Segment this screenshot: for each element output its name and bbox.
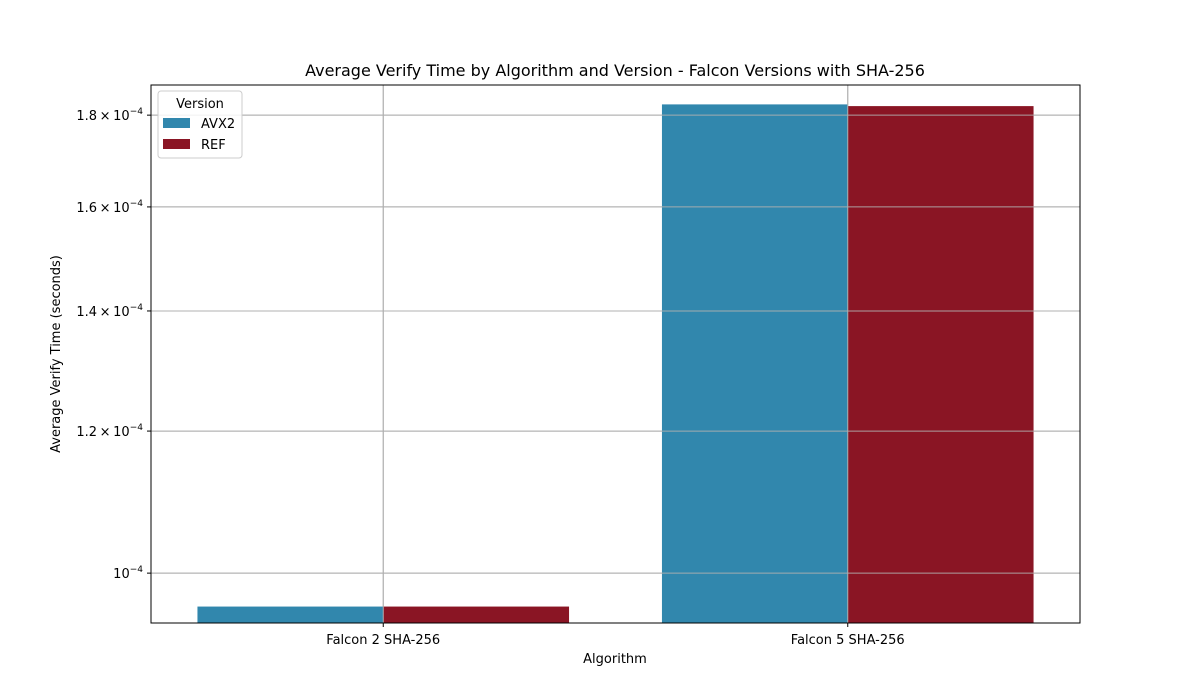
y-tick-label: 1.2 × 10−4 (76, 423, 143, 440)
x-axis-label: Algorithm (583, 652, 647, 667)
legend-swatch-ref (163, 139, 190, 149)
plot-area: 10−4 1.2 × 10−4 1.4 × 10−4 1.6 × 10−4 1.8 × … (76, 84, 1081, 648)
legend-label-avx2: AVX2 (201, 117, 235, 132)
y-tick-label: 10−4 (113, 565, 143, 582)
legend-title: Version (176, 97, 224, 112)
bar-ref-0 (383, 606, 570, 623)
bar-avx2-0 (197, 606, 384, 623)
x-tick-label: Falcon 5 SHA-256 (791, 633, 905, 648)
y-tick-label: 1.4 × 10−4 (76, 303, 143, 320)
y-axis-label: Average Verify Time (seconds) (49, 255, 64, 453)
y-tick-label: 1.8 × 10−4 (76, 107, 143, 124)
x-tick-label: Falcon 2 SHA-256 (326, 633, 440, 648)
y-tick-label: 1.6 × 10−4 (76, 199, 143, 216)
plot-frame (150, 84, 1081, 624)
bar-ref-1 (847, 106, 1034, 623)
chart-title: Average Verify Time by Algorithm and Ver… (305, 61, 925, 80)
bar-avx2-1 (661, 104, 848, 623)
legend-label-ref: REF (201, 138, 226, 153)
legend-swatch-avx2 (163, 118, 190, 128)
